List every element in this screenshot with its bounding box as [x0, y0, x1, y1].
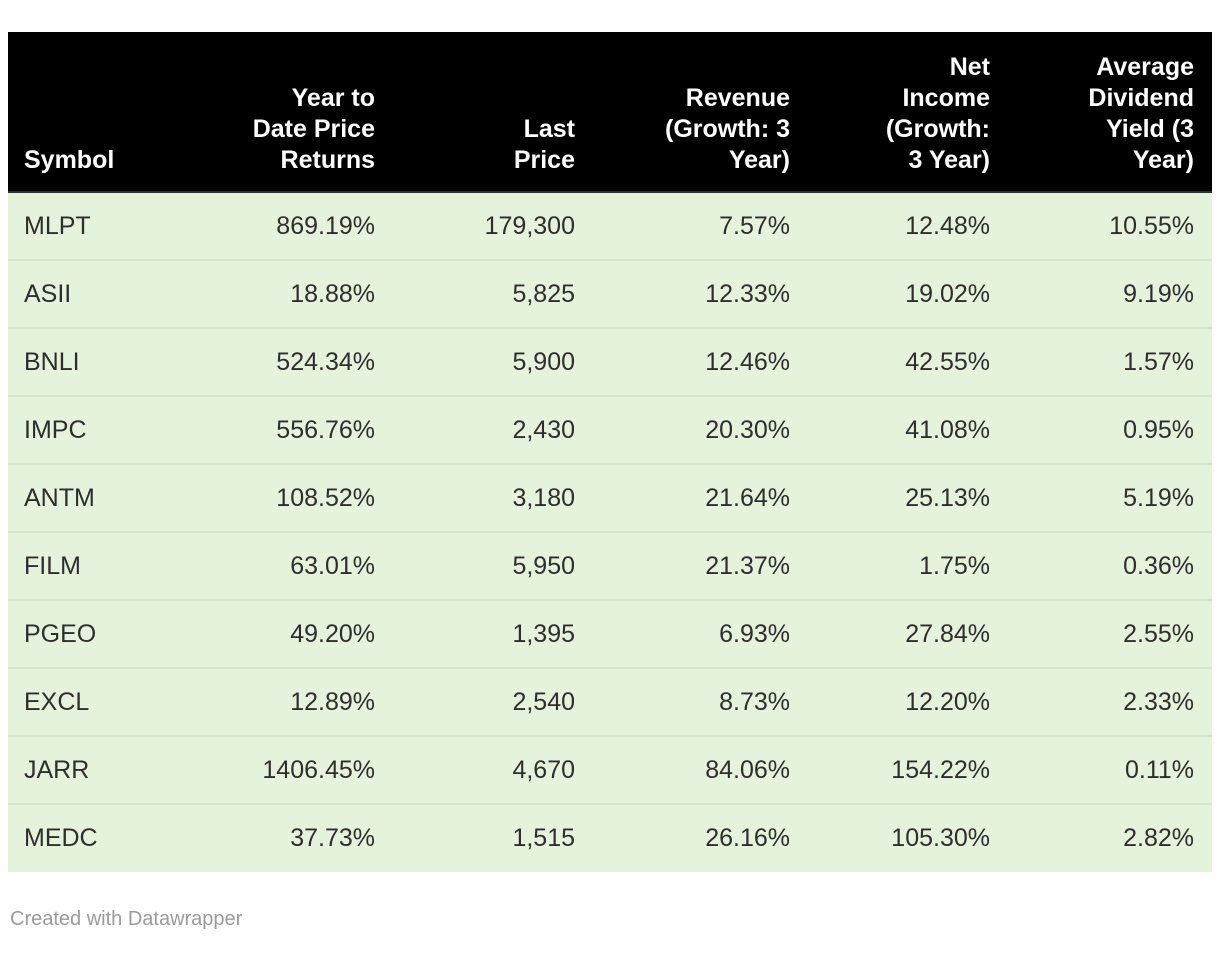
table-row: MLPT 869.19% 179,300 7.57% 12.48% 10.55%	[8, 192, 1212, 260]
symbol-cell: FILM	[8, 531, 178, 600]
symbol-cell: ANTM	[8, 463, 178, 532]
value-cell: 21.64%	[593, 463, 808, 532]
value-cell: 8.73%	[593, 667, 808, 736]
value-cell: 2.33%	[1008, 667, 1212, 736]
value-cell: 12.46%	[593, 327, 808, 396]
value-cell: 1.75%	[808, 531, 1008, 600]
table-row: JARR 1406.45% 4,670 84.06% 154.22% 0.11%	[8, 735, 1212, 804]
symbol-cell: JARR	[8, 735, 178, 804]
column-header-last-price: Last Price	[393, 32, 593, 193]
value-cell: 5,825	[393, 259, 593, 328]
table-row: ASII 18.88% 5,825 12.33% 19.02% 9.19%	[8, 259, 1212, 328]
value-cell: 20.30%	[593, 395, 808, 464]
value-cell: 10.55%	[1008, 192, 1212, 260]
column-header-ytd-returns: Year to Date Price Returns	[178, 32, 393, 193]
value-cell: 3,180	[393, 463, 593, 532]
value-cell: 524.34%	[178, 327, 393, 396]
value-cell: 49.20%	[178, 599, 393, 668]
value-cell: 12.48%	[808, 192, 1008, 260]
value-cell: 1,395	[393, 599, 593, 668]
table-row: EXCL 12.89% 2,540 8.73% 12.20% 2.33%	[8, 667, 1212, 736]
column-header-dividend-yield: Average Dividend Yield (3 Year)	[1008, 32, 1212, 193]
stock-table: Symbol Year to Date Price Returns Last P…	[8, 32, 1212, 872]
value-cell: 5,900	[393, 327, 593, 396]
value-cell: 105.30%	[808, 803, 1008, 872]
value-cell: 869.19%	[178, 192, 393, 260]
value-cell: 6.93%	[593, 599, 808, 668]
value-cell: 556.76%	[178, 395, 393, 464]
column-header-revenue-growth: Revenue (Growth: 3 Year)	[593, 32, 808, 193]
value-cell: 7.57%	[593, 192, 808, 260]
value-cell: 2.82%	[1008, 803, 1212, 872]
symbol-cell: MEDC	[8, 803, 178, 872]
symbol-cell: ASII	[8, 259, 178, 328]
value-cell: 25.13%	[808, 463, 1008, 532]
value-cell: 1406.45%	[178, 735, 393, 804]
value-cell: 179,300	[393, 192, 593, 260]
header-row: Symbol Year to Date Price Returns Last P…	[8, 32, 1212, 193]
symbol-cell: PGEO	[8, 599, 178, 668]
table-row: ANTM 108.52% 3,180 21.64% 25.13% 5.19%	[8, 463, 1212, 532]
value-cell: 41.08%	[808, 395, 1008, 464]
value-cell: 108.52%	[178, 463, 393, 532]
value-cell: 84.06%	[593, 735, 808, 804]
value-cell: 63.01%	[178, 531, 393, 600]
symbol-cell: IMPC	[8, 395, 178, 464]
value-cell: 5,950	[393, 531, 593, 600]
value-cell: 37.73%	[178, 803, 393, 872]
stock-table-container: Symbol Year to Date Price Returns Last P…	[8, 32, 1212, 872]
value-cell: 0.95%	[1008, 395, 1212, 464]
value-cell: 2,430	[393, 395, 593, 464]
table-row: PGEO 49.20% 1,395 6.93% 27.84% 2.55%	[8, 599, 1212, 668]
table-row: MEDC 37.73% 1,515 26.16% 105.30% 2.82%	[8, 803, 1212, 872]
table-row: FILM 63.01% 5,950 21.37% 1.75% 0.36%	[8, 531, 1212, 600]
value-cell: 2.55%	[1008, 599, 1212, 668]
table-row: IMPC 556.76% 2,430 20.30% 41.08% 0.95%	[8, 395, 1212, 464]
value-cell: 5.19%	[1008, 463, 1212, 532]
table-body: MLPT 869.19% 179,300 7.57% 12.48% 10.55% ASII 1…	[8, 192, 1212, 872]
value-cell: 19.02%	[808, 259, 1008, 328]
table-row: BNLI 524.34% 5,900 12.46% 42.55% 1.57%	[8, 327, 1212, 396]
value-cell: 0.11%	[1008, 735, 1212, 804]
value-cell: 42.55%	[808, 327, 1008, 396]
value-cell: 27.84%	[808, 599, 1008, 668]
symbol-cell: BNLI	[8, 327, 178, 396]
value-cell: 1,515	[393, 803, 593, 872]
symbol-cell: EXCL	[8, 667, 178, 736]
value-cell: 0.36%	[1008, 531, 1212, 600]
value-cell: 12.89%	[178, 667, 393, 736]
value-cell: 12.20%	[808, 667, 1008, 736]
value-cell: 9.19%	[1008, 259, 1212, 328]
table-header: Symbol Year to Date Price Returns Last P…	[8, 32, 1212, 193]
value-cell: 4,670	[393, 735, 593, 804]
value-cell: 18.88%	[178, 259, 393, 328]
value-cell: 12.33%	[593, 259, 808, 328]
column-header-symbol: Symbol	[8, 32, 178, 193]
column-header-net-income-growth: Net Income (Growth: 3 Year)	[808, 32, 1008, 193]
datawrapper-credit-link[interactable]: Created with Datawrapper	[10, 908, 243, 930]
value-cell: 26.16%	[593, 803, 808, 872]
value-cell: 2,540	[393, 667, 593, 736]
symbol-cell: MLPT	[8, 192, 178, 260]
value-cell: 154.22%	[808, 735, 1008, 804]
value-cell: 1.57%	[1008, 327, 1212, 396]
value-cell: 21.37%	[593, 531, 808, 600]
